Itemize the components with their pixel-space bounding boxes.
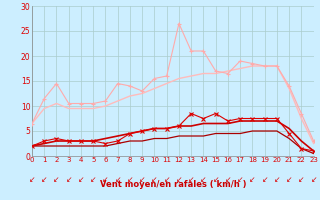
Text: ↙: ↙ — [176, 175, 182, 184]
Text: ↙: ↙ — [102, 175, 109, 184]
Text: ↙: ↙ — [298, 175, 305, 184]
Text: ↙: ↙ — [127, 175, 133, 184]
Text: ↙: ↙ — [249, 175, 256, 184]
Text: ↙: ↙ — [310, 175, 317, 184]
Text: ↙: ↙ — [200, 175, 207, 184]
Text: ↙: ↙ — [286, 175, 292, 184]
Text: ↙: ↙ — [151, 175, 158, 184]
Text: ↙: ↙ — [66, 175, 72, 184]
Text: ↙: ↙ — [212, 175, 219, 184]
Text: ↙: ↙ — [78, 175, 84, 184]
Text: ↙: ↙ — [115, 175, 121, 184]
Text: ↙: ↙ — [237, 175, 243, 184]
Text: ↙: ↙ — [225, 175, 231, 184]
Text: ↙: ↙ — [53, 175, 60, 184]
Text: ↙: ↙ — [274, 175, 280, 184]
Text: ↙: ↙ — [90, 175, 96, 184]
Text: ↙: ↙ — [139, 175, 145, 184]
Text: ↙: ↙ — [164, 175, 170, 184]
Text: ↙: ↙ — [29, 175, 35, 184]
Text: ↙: ↙ — [188, 175, 194, 184]
Text: ↙: ↙ — [41, 175, 47, 184]
Text: ↙: ↙ — [261, 175, 268, 184]
X-axis label: Vent moyen/en rafales ( km/h ): Vent moyen/en rafales ( km/h ) — [100, 180, 246, 189]
